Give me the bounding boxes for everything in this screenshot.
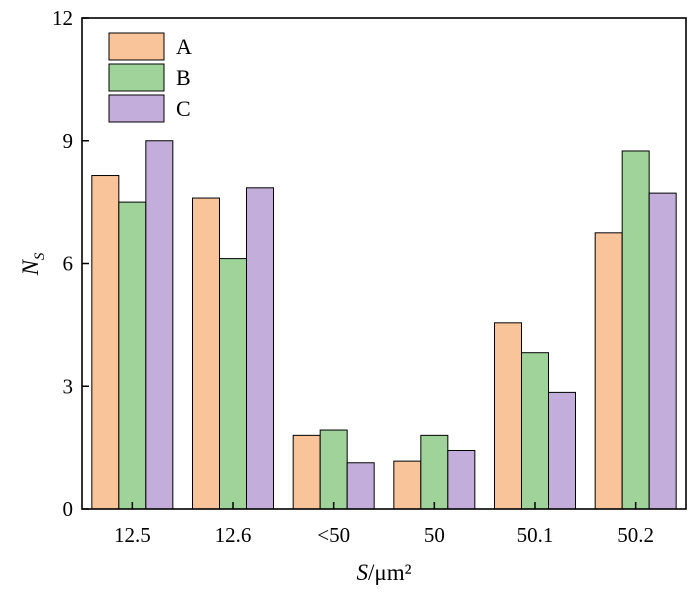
y-tick-label: 6 <box>63 252 74 276</box>
bar-A-3 <box>393 460 422 510</box>
legend-swatch-B <box>108 63 165 92</box>
bar-A-4 <box>494 322 522 510</box>
bar-C-5 <box>648 192 677 510</box>
x-tick-label: 12.5 <box>114 523 151 547</box>
y-tick-label: 12 <box>52 6 73 30</box>
y-tick-label: 0 <box>63 497 74 521</box>
bar-B-4 <box>521 352 549 510</box>
x-tick-label: 50 <box>424 523 445 547</box>
x-tick-label: 12.6 <box>215 523 252 547</box>
y-axis-ticks: 0 3 6 9 12 <box>52 6 89 521</box>
y-tick-label: 9 <box>63 129 74 153</box>
legend: ABC <box>108 32 192 123</box>
bar-B-3 <box>420 434 449 510</box>
bar-C-2 <box>346 462 375 510</box>
legend-swatch-A <box>108 32 165 61</box>
bar-C-0 <box>145 140 174 510</box>
bar-B-5 <box>621 150 650 510</box>
legend-label-B: B <box>176 65 191 90</box>
bar-B-1 <box>219 258 247 510</box>
x-axis-ticks: 12.5 12.6 <50 50 50.1 50.2 <box>114 502 654 547</box>
y-axis-title: NS <box>18 252 48 276</box>
x-tick-label: <50 <box>317 523 350 547</box>
bar-B-0 <box>118 201 147 510</box>
y-tick-label: 3 <box>63 374 74 398</box>
bar-B-2 <box>319 429 348 510</box>
legend-swatch-C <box>108 94 165 123</box>
bars-group <box>91 140 677 510</box>
bar-C-3 <box>447 449 476 510</box>
bar-C-4 <box>548 391 576 510</box>
legend-label-C: C <box>176 96 191 121</box>
bar-A-1 <box>192 197 220 510</box>
x-tick-label: 50.2 <box>617 523 654 547</box>
x-axis-title: S/μm² <box>356 560 411 585</box>
bar-C-1 <box>246 187 274 510</box>
bar-A-2 <box>292 434 321 510</box>
x-tick-label: 50.1 <box>517 523 554 547</box>
legend-label-A: A <box>176 34 192 59</box>
bar-A-5 <box>594 232 623 510</box>
bar-A-0 <box>91 175 120 510</box>
